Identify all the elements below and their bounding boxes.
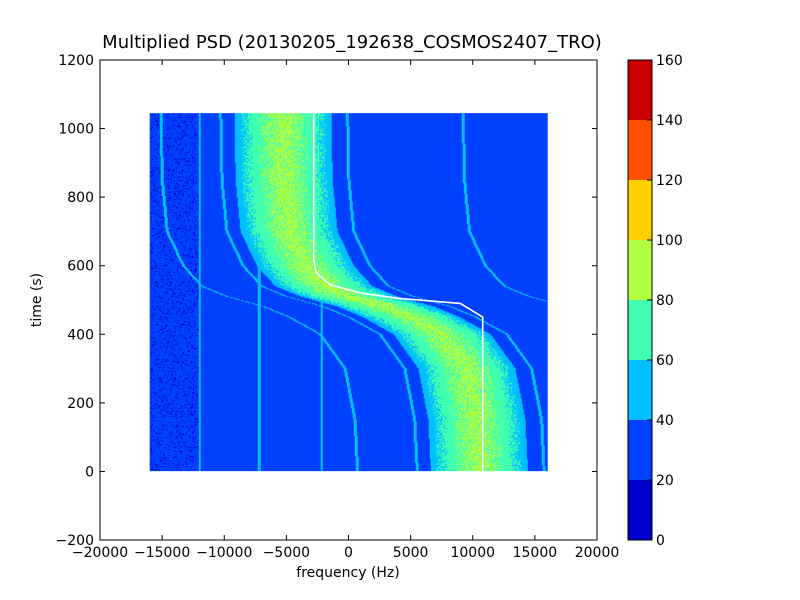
chart-title: Multiplied PSD (20130205_192638_COSMOS24… (102, 32, 602, 53)
y-tick-label: 600 (67, 259, 94, 275)
x-tick-label: 10000 (450, 545, 495, 561)
colorbar-segment (628, 360, 652, 420)
x-tick-label: 5000 (393, 545, 429, 561)
colorbar-segment (628, 60, 652, 120)
colorbar-segment (628, 240, 652, 300)
y-tick-label: 0 (85, 464, 94, 480)
colorbar-segment (628, 300, 652, 360)
colorbar-segment (628, 180, 652, 240)
colorbar-tick-label: 20 (656, 473, 674, 489)
colorbar-segment (628, 420, 652, 480)
x-tick-label: −10000 (196, 545, 252, 561)
x-axis-label: frequency (Hz) (296, 565, 399, 581)
psd-heatmap (149, 113, 548, 472)
y-axis-label: time (s) (29, 273, 45, 327)
y-tick-label: 200 (67, 396, 94, 412)
colorbar-tick-label: 100 (656, 233, 683, 249)
colorbar-tick-label: 80 (656, 293, 674, 309)
colorbar-tick-label: 0 (656, 533, 665, 549)
y-axis-ticks: −200 0 200 400 600 800 1000 1200 (56, 53, 597, 549)
y-tick-label: 1000 (58, 122, 94, 138)
y-tick-label: −200 (56, 533, 94, 549)
x-tick-label: −15000 (134, 545, 190, 561)
y-tick-label: 400 (67, 327, 94, 343)
colorbar-segment (628, 480, 652, 540)
white-trace-layer (312, 113, 484, 472)
x-tick-label: 20000 (575, 545, 620, 561)
colorbar-segment (628, 120, 652, 180)
colorbar-tick-label: 60 (656, 353, 674, 369)
colorbar-tick-label: 160 (656, 53, 683, 69)
colorbar (628, 60, 652, 540)
x-tick-label: 0 (344, 545, 353, 561)
y-tick-label: 800 (67, 190, 94, 206)
y-tick-label: 1200 (58, 53, 94, 69)
colorbar-tick-label: 120 (656, 173, 683, 189)
colorbar-tick-label: 140 (656, 113, 683, 129)
x-tick-label: 15000 (513, 545, 558, 561)
plot-area (100, 60, 597, 540)
x-tick-label: −5000 (263, 545, 310, 561)
x-tick-label: −20000 (72, 545, 128, 561)
colorbar-ticks: 0 20 40 60 80 100 120 140 160 (647, 53, 683, 549)
x-axis-ticks: −20000 −15000 −10000 −5000 0 5000 10000 15000 20… (72, 60, 619, 561)
colorbar-tick-label: 40 (656, 413, 674, 429)
white-trace-line (312, 113, 484, 472)
